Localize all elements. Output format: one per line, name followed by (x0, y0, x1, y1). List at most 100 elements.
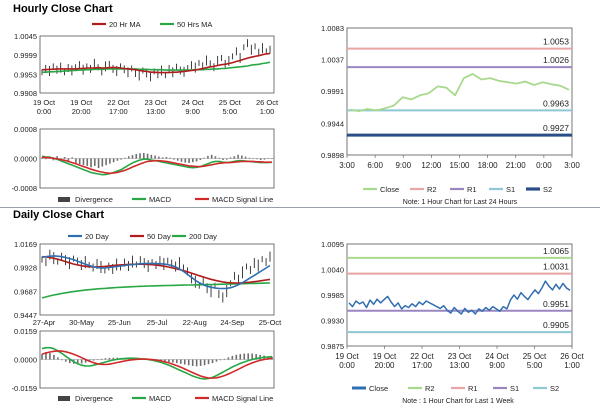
hourly-ma-xtick-line: 23 Oct (144, 98, 167, 107)
hourly-ma-legend-label: 20 Hr MA (109, 20, 141, 29)
daily-macd-divergence-bar (267, 356, 269, 360)
daily-levels-ytick-label: 0.9875 (321, 342, 344, 351)
daily-ma-50-line (41, 255, 271, 284)
hourly-levels-legend-label: R2 (427, 185, 437, 194)
daily-macd-divergence-bar (183, 359, 186, 365)
daily-levels-close-line (348, 280, 571, 315)
hourly-levels-xtick-label: 6:00 (367, 161, 383, 170)
daily-macd-divergence-bar (227, 357, 230, 360)
daily-ma-xtick-label: 24-Sep (220, 318, 244, 327)
daily-levels-xtick-label: 19 Oct 0:00 (335, 352, 359, 370)
daily-macd-divergence-bar (191, 359, 194, 366)
hourly-macd-divergence-bar (188, 158, 190, 163)
daily-levels-legend-label: R2 (425, 384, 435, 393)
hourly-levels-xtick-line: 9:00 (395, 161, 411, 170)
daily-ma-ytick-label: 0.9928 (14, 264, 37, 273)
daily-macd-signal-line (41, 350, 273, 379)
hourly-ma-xtick-line: 22 Oct (107, 98, 130, 107)
daily-macd-ytick-label: 0.0159 (14, 327, 37, 336)
daily-levels-legend-label: S2 (550, 384, 559, 393)
daily-levels-xtick-line: 9:00 (489, 361, 505, 370)
daily-level-r1-label: 1.0031 (543, 262, 569, 272)
hourly-macd-divergence-bar (218, 157, 221, 159)
hourly-levels-xtick-line: 0:00 (536, 161, 552, 170)
hourly-ma-xtick-line: 26 Oct (256, 98, 279, 107)
hourly-ma-xtick-line: 5:00 (223, 107, 238, 116)
hourly-macd-divergence-bar (192, 158, 194, 163)
hourly-macd-divergence-bar (180, 158, 183, 162)
hourly-macd-ytick-label: 0.0000 (14, 155, 37, 164)
daily-macd-divergence-bar (41, 354, 43, 360)
hourly-levels-xtick-line: 3:00 (339, 161, 355, 170)
daily-macd-line (41, 346, 273, 380)
hourly-ma-xtick-line: 0:00 (37, 107, 52, 116)
daily-ma-xtick-label: 25-Oct (259, 318, 282, 327)
hourly-levels-xtick-line: 6:00 (367, 161, 383, 170)
hourly-level-s1-label: 0.9963 (543, 98, 569, 108)
hourly-macd-divergence-bar (161, 157, 164, 159)
daily-macd-divergence-bar (92, 359, 95, 361)
daily-macd-legend-label: MACD (149, 394, 172, 403)
hourly-macd-divergence-bar (248, 157, 251, 159)
hourly-macd-divergence-bar (120, 158, 122, 160)
hourly-macd-divergence-bar (112, 158, 115, 163)
daily-macd-divergence-bar (64, 359, 67, 362)
hourly-levels-xtick-label: 3:00 (339, 161, 355, 170)
hourly-levels-ytick-label: 0.9898 (321, 151, 344, 160)
daily-levels-ytick-label: 1.0095 (321, 240, 344, 249)
daily-levels-xtick-line: 26 Oct (560, 352, 584, 361)
daily-macd-divergence-bar (251, 353, 253, 360)
daily-macd-divergence-bar (104, 358, 107, 360)
hourly-macd-ytick-label: 0.0008 (14, 125, 37, 134)
daily-levels-xtick-label: 25 Oct 5:00 (523, 352, 547, 370)
hourly-level-r2-label: 1.0053 (543, 37, 569, 47)
daily-macd-divergence-bar (176, 359, 178, 364)
hourly-macd-divergence-bar (71, 157, 73, 159)
daily-macd-legend-label: Divergence (75, 394, 113, 403)
hourly-macd-divergence-bar (116, 158, 119, 161)
daily-ma-200-line (41, 282, 271, 299)
daily-ma-xtick-line: 22-Aug (183, 318, 207, 327)
hourly-macd-divergence-bar (241, 155, 243, 159)
daily-levels-xtick-line: 1:00 (564, 361, 580, 370)
hourly-macd-signal-line (42, 156, 272, 175)
daily-levels-xtick-line: 22 Oct (410, 352, 434, 361)
hourly-macd-divergence-bar (56, 156, 58, 159)
hourly-levels-legend-label: S1 (506, 185, 515, 194)
hourly-macd-divergence-bar (210, 154, 213, 159)
daily-ma-xtick-label: 25-Jun (108, 318, 131, 327)
hourly-ma-xtick-line: 1:00 (260, 107, 275, 116)
hourly-levels-xtick-label: 12:00 (421, 161, 442, 170)
daily-section-title: Daily Close Chart (13, 209, 105, 221)
daily-levels-legend-label: Close (369, 384, 388, 393)
hourly-macd-divergence-bar (82, 158, 85, 166)
daily-ma-xtick-line: 25-Oct (259, 318, 282, 327)
hourly-macd-divergence-bar (271, 158, 273, 159)
hourly-ma-ytick-label: 1.0045 (14, 32, 37, 41)
daily-macd-divergence-bar (76, 359, 79, 365)
daily-levels-xtick-line: 19 Oct (373, 352, 397, 361)
daily-macd-divergence-bar (68, 359, 71, 364)
hourly-section-title: Hourly Close Chart (13, 3, 113, 15)
hourly-macd-divergence-bar (233, 156, 236, 159)
daily-macd-divergence-bar (168, 359, 170, 363)
hourly-macd-legend-swatch (58, 197, 70, 202)
hourly-macd-divergence-bar (225, 158, 228, 160)
daily-macd-divergence-bar (211, 359, 214, 364)
daily-levels-legend-label: S1 (510, 384, 519, 393)
daily-ma-xtick-line: 27-Apr (33, 318, 56, 327)
hourly-macd-divergence-bar (199, 158, 202, 160)
daily-macd-divergence-bar (243, 353, 246, 360)
daily-ma-xtick-label: 27-Apr (33, 318, 56, 327)
daily-macd-divergence-bar (80, 359, 83, 364)
daily-levels-ytick-label: 0.9985 (321, 291, 344, 300)
daily-levels-xtick-line: 17:00 (412, 361, 433, 370)
hourly-macd-divergence-bar (244, 156, 247, 159)
hourly-ma-xtick-line: 19 Oct (70, 98, 93, 107)
daily-ma-legend-label: 20 Day (85, 232, 109, 241)
hourly-ma-ytick-label: 0.9953 (14, 70, 37, 79)
hourly-levels-xtick-line: 18:00 (478, 161, 499, 170)
daily-macd-divergence-bar (271, 356, 273, 360)
hourly-ma-xtick-label: 22 Oct 17:00 (107, 98, 130, 116)
daily-macd-divergence-bar (112, 357, 115, 360)
